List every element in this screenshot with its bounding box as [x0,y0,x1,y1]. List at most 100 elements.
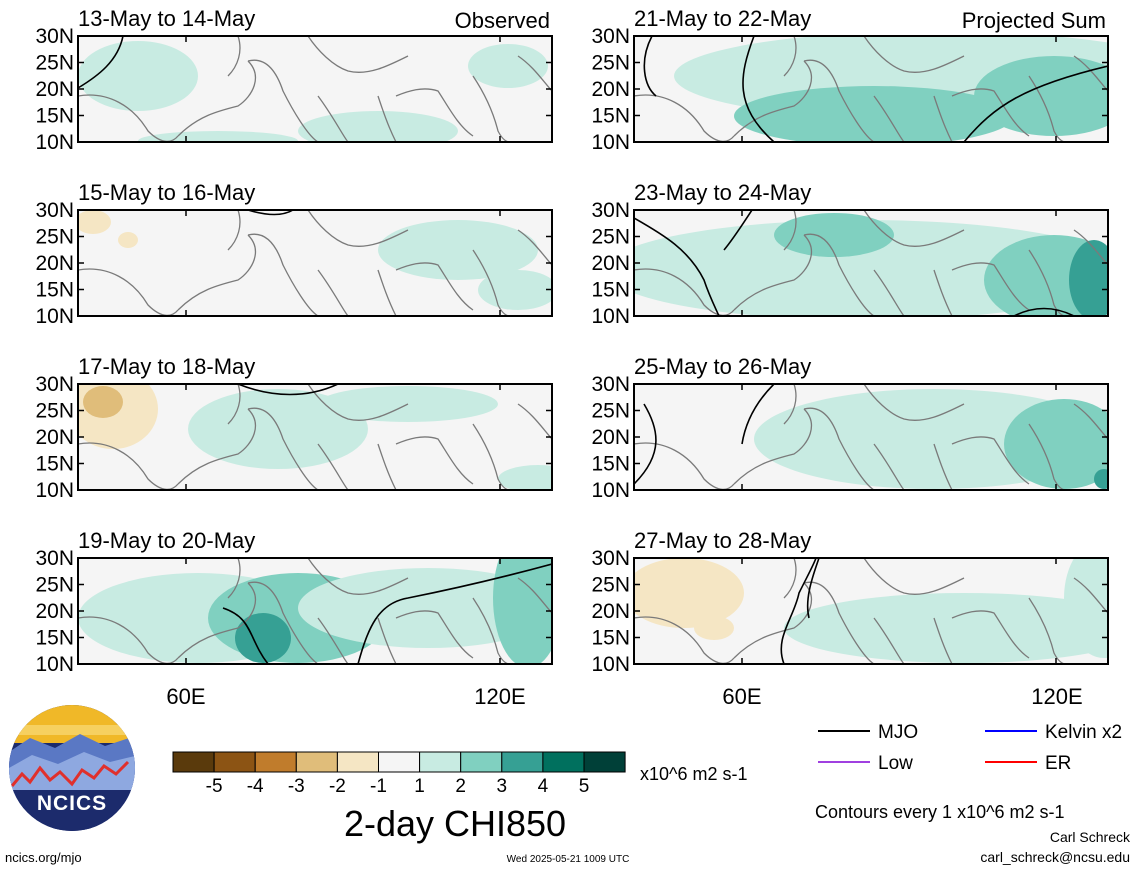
panel-title: 23-May to 24-May [634,180,811,205]
shading-region [974,56,1108,136]
coastline [78,442,179,490]
panel-tag: Observed [455,8,550,33]
contour-note: Contours every 1 x10^6 m2 s-1 [815,802,1065,822]
coastline [247,581,319,664]
mjo-contour [634,217,720,316]
coastline [634,94,735,142]
coastline [317,443,349,490]
lat-tick-label: 25N [591,574,630,597]
lat-tick-label: 25N [591,226,630,249]
lat-tick-label: 10N [35,653,74,676]
coastline [227,36,241,77]
coastline [78,268,179,316]
lat-tick-label: 30N [35,373,74,396]
map-panels: 30N 25N 20N 15N 10N 13-May to 14-May Observed 3… [35,6,1109,676]
colorbar-label: 1 [414,776,425,797]
colorbar-cell [501,751,544,773]
colorbar-cell [172,751,215,773]
coastline [307,210,409,247]
shading-region [468,44,548,88]
shading-region [78,210,111,234]
lat-tick-label: 20N [35,426,74,449]
coastline [307,384,409,421]
panel-tag: Projected Sum [962,8,1106,33]
map-panel: 30N 25N 20N 15N 10N 17-May to 18-May [35,354,553,502]
map-panel: 30N 25N 20N 15N 10N 13-May to 14-May Observed [35,6,553,154]
mjo-contour [963,65,1108,142]
lat-tick-label: 30N [591,373,630,396]
coastline [873,95,905,142]
mjo-contour [222,607,269,664]
colorbar-cell [213,751,256,773]
lat-tick-label: 15N [591,627,630,650]
lat-tick-label: 20N [591,78,630,101]
coastline [803,407,875,490]
shading-region [1094,469,1108,489]
coastline [247,233,319,316]
panel-title: 27-May to 28-May [634,528,811,553]
site-link[interactable]: ncics.org/mjo [5,850,82,865]
lat-tick-label: 25N [35,400,74,423]
legend-label: Low [878,753,913,774]
colorbar-cell [542,751,585,773]
map-panel: 30N 25N 20N 15N 10N 27-May to 28-May [591,528,1109,676]
lat-tick-label: 30N [591,547,630,570]
coastline [78,616,179,664]
lat-tick-label: 20N [35,78,74,101]
lat-tick-label: 25N [591,52,630,75]
mjo-contour [237,384,339,396]
legend-label: Kelvin x2 [1045,722,1122,743]
coastline [177,582,257,659]
coastline [933,88,1030,142]
lat-tick-label: 30N [591,199,630,222]
coastline [933,262,1030,316]
coastline [177,408,257,485]
shading-region [138,131,298,142]
legend: MJO Kelvin x2 Low ER [818,722,1122,774]
colorbar-label: -2 [329,776,346,797]
coastline [317,269,349,316]
lat-tick-label: 15N [35,627,74,650]
coastline [933,436,1030,490]
colorbar-cell [583,751,626,773]
mjo-contour [634,403,657,485]
ncics-logo: NCICS [9,705,135,831]
lat-tick-label: 15N [591,105,630,128]
legend-label: MJO [878,722,918,743]
shading-region [498,465,552,490]
lat-tick-label: 10N [591,305,630,328]
author-email: carl_schreck@ncsu.edu [980,849,1130,865]
shading-region [493,558,552,664]
shading-region [774,213,894,257]
colorbar-cell [336,751,379,773]
coastline [783,36,797,77]
coastline [377,610,474,664]
lat-tick-label: 20N [35,600,74,623]
mjo-contour [742,36,775,142]
lat-tick-label: 15N [35,453,74,476]
lat-tick-label: 15N [35,279,74,302]
lat-tick-label: 10N [35,131,74,154]
lat-tick-label: 10N [591,131,630,154]
coastline [317,617,349,664]
coastline [377,262,474,316]
colorbar-label: 2 [455,776,466,797]
map-panel: 30N 25N 20N 15N 10N 21-May to 22-May Projected… [591,6,1109,154]
coastline [783,558,797,599]
coastline [177,60,257,137]
coastline [227,210,241,251]
panel-title: 25-May to 26-May [634,354,811,379]
coastline [227,558,241,599]
lat-tick-label: 20N [35,252,74,275]
coastline [733,234,813,311]
lon-label-120e-left: 120E [474,684,525,709]
panel-title: 13-May to 14-May [78,6,255,31]
mjo-contour [247,210,294,216]
map-panel: 30N 25N 20N 15N 10N 23-May to 24-May [591,180,1109,328]
coastline [377,88,474,142]
coastline [783,210,797,251]
coastline [803,581,875,664]
coastline [227,384,241,425]
lat-tick-label: 25N [35,226,74,249]
coastline [247,407,319,490]
